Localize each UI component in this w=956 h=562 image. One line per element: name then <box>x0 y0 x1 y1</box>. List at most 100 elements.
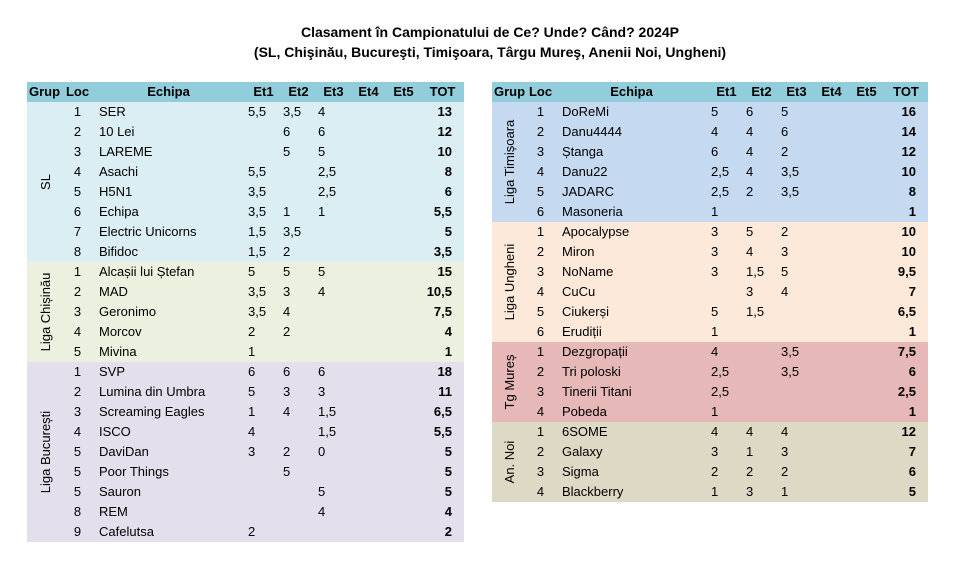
table-header: Grup Loc Echipa Et1 Et2 Et3 Et4 Et5 TOT <box>492 82 928 102</box>
total-cell: 9,5 <box>897 264 916 279</box>
team-name-cell: Ciukerși <box>562 304 609 319</box>
et3-cell <box>316 302 351 322</box>
table-row: 5 Ciukerși 5 1,5 6,5 <box>492 302 928 322</box>
total-cell: 10 <box>901 224 916 239</box>
table-row: 2 MAD 3,5 3 4 10,5 <box>27 282 464 302</box>
et4-cell <box>351 342 386 362</box>
group-cell: Liga Timișoara <box>492 102 527 222</box>
group-cell: Tg Mureș <box>492 342 527 422</box>
et5-cell <box>849 142 884 162</box>
et5-cell <box>386 102 421 122</box>
et2-cell: 4 <box>283 304 291 319</box>
page-title: Clasament în Campionatului de Ce? Unde? … <box>300 24 680 40</box>
table-row: 2 Galaxy 3 1 3 7 <box>492 442 928 462</box>
loc-cell: 3 <box>536 464 545 479</box>
et5-cell <box>849 302 884 322</box>
et5-cell <box>849 442 884 462</box>
et4-cell <box>351 122 386 142</box>
team-name-cell: Danu4444 <box>562 124 622 139</box>
et5-cell <box>386 182 421 202</box>
et2-cell <box>281 482 316 502</box>
et2-cell: 3,5 <box>283 104 302 119</box>
et4-cell <box>814 382 849 402</box>
et2-cell: 3 <box>746 284 754 299</box>
et5-cell <box>386 202 421 222</box>
loc-cell: 9 <box>73 524 82 539</box>
loc-cell: 3 <box>536 384 545 399</box>
et2-cell: 4 <box>746 164 754 179</box>
et4-cell <box>351 482 386 502</box>
et4-cell <box>814 182 849 202</box>
table-row: 6 Masoneria 1 1 <box>492 202 928 222</box>
et3-cell: 5 <box>318 484 326 499</box>
team-name-cell: Alcașii lui Ștefan <box>99 264 195 279</box>
table-row: An. Noi 1 6SOME 4 4 4 12 <box>492 422 928 483</box>
et4-cell <box>814 122 849 142</box>
total-cell: 12 <box>901 144 916 159</box>
team-name-cell: Cafelutsa <box>99 524 154 539</box>
total-cell: 10 <box>901 164 916 179</box>
table-row: 3 Geronimo 3,5 4 7,5 <box>27 302 464 322</box>
loc-cell: 3 <box>536 264 545 279</box>
standings-table-right: Grup Loc Echipa Et1 Et2 Et3 Et4 Et5 TOT … <box>492 82 928 502</box>
header-loc: Loc <box>64 82 91 102</box>
et2-cell: 2 <box>746 464 754 479</box>
et4-cell <box>351 522 386 542</box>
team-name-cell: Blackberry <box>562 484 624 499</box>
group-cell: Liga București <box>27 362 64 542</box>
et3-cell: 3 <box>781 244 789 259</box>
table-row: 3 Sigma 2 2 2 6 <box>492 462 928 482</box>
et2-cell <box>281 522 316 542</box>
et3-cell <box>316 462 351 482</box>
group-cell: SL <box>27 102 64 262</box>
et5-cell <box>849 482 884 502</box>
et3-cell: 2,5 <box>318 164 337 179</box>
standings-table-left: Grup Loc Echipa Et1 Et2 Et3 Et4 Et5 TOT … <box>27 82 464 542</box>
et4-cell <box>351 222 386 242</box>
et2-cell <box>281 502 316 522</box>
et1-cell: 3 <box>248 444 256 459</box>
et1-cell <box>246 502 281 522</box>
et5-cell <box>386 282 421 302</box>
loc-cell: 2 <box>73 124 82 139</box>
et5-cell <box>849 222 884 242</box>
loc-cell: 5 <box>536 304 545 319</box>
et4-cell <box>351 422 386 442</box>
loc-cell: 1 <box>536 344 545 359</box>
total-cell: 1 <box>444 344 452 359</box>
team-name-cell: Asachi <box>99 164 139 179</box>
total-cell: 11 <box>438 384 452 399</box>
loc-cell: 4 <box>536 164 545 179</box>
total-cell: 4 <box>444 324 452 339</box>
et1-cell: 3,5 <box>248 204 267 219</box>
table-row: 4 Danu22 2,5 4 3,5 10 <box>492 162 928 182</box>
et1-cell: 1 <box>711 324 719 339</box>
total-cell: 5 <box>444 444 452 459</box>
loc-cell: 6 <box>536 324 545 339</box>
table-row: 8 REM 4 4 <box>27 502 464 522</box>
group-label: Liga București <box>37 410 53 494</box>
table-row: 7 Electric Unicorns 1,5 3,5 5 <box>27 222 464 242</box>
et3-cell: 2,5 <box>318 184 337 199</box>
team-name-cell: Ștanga <box>562 144 604 159</box>
header-et1: Et1 <box>709 82 744 102</box>
et2-cell: 3 <box>283 384 291 399</box>
et1-cell: 2,5 <box>711 184 730 199</box>
et4-cell <box>814 102 849 122</box>
team-name-cell: Bifidoc <box>99 244 139 259</box>
et1-cell: 2,5 <box>711 164 730 179</box>
et1-cell: 2 <box>248 524 256 539</box>
table-row: 5 JADARC 2,5 2 3,5 8 <box>492 182 928 202</box>
et3-cell <box>779 382 814 402</box>
header-et2: Et2 <box>744 82 779 102</box>
total-cell: 2 <box>444 524 452 539</box>
total-cell: 15 <box>437 264 452 279</box>
team-name-cell: Electric Unicorns <box>99 224 197 239</box>
loc-cell: 3 <box>73 304 82 319</box>
team-name-cell: SER <box>99 104 126 119</box>
table-row: 4 Blackberry 1 3 1 5 <box>492 482 928 502</box>
table-row: 8 Bifidoc 1,5 2 3,5 <box>27 242 464 262</box>
et1-cell: 3 <box>711 224 719 239</box>
et3-cell <box>316 522 351 542</box>
et5-cell <box>386 122 421 142</box>
